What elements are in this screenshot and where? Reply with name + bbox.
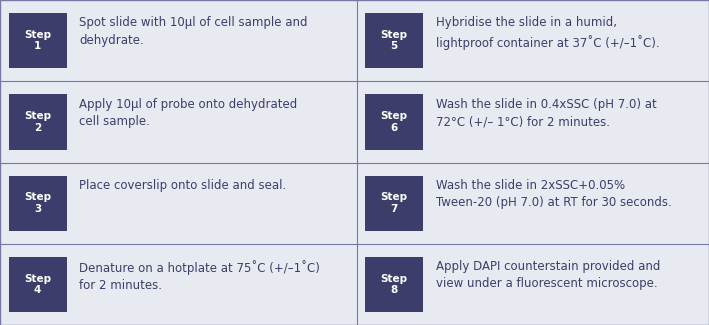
Text: Apply 10µl of probe onto dehydrated
cell sample.: Apply 10µl of probe onto dehydrated cell… [79,98,298,128]
Text: Place coverslip onto slide and seal.: Place coverslip onto slide and seal. [79,179,286,192]
Text: Spot slide with 10µl of cell sample and
dehydrate.: Spot slide with 10µl of cell sample and … [79,16,308,47]
Text: Hybridise the slide in a humid,
lightproof container at 37˚C (+/–1˚C).: Hybridise the slide in a humid, lightpro… [436,16,659,50]
Text: Step
2: Step 2 [24,111,51,133]
FancyBboxPatch shape [9,94,67,150]
Text: Wash the slide in 2xSSC+0.05%
Tween-20 (pH 7.0) at RT for 30 seconds.: Wash the slide in 2xSSC+0.05% Tween-20 (… [436,179,672,209]
FancyBboxPatch shape [365,257,423,312]
Text: Step
5: Step 5 [381,30,408,51]
FancyBboxPatch shape [9,176,67,231]
Text: Step
7: Step 7 [381,192,408,214]
FancyBboxPatch shape [9,13,67,68]
Text: Apply DAPI counterstain provided and
view under a fluorescent microscope.: Apply DAPI counterstain provided and vie… [436,260,660,291]
Text: Wash the slide in 0.4xSSC (pH 7.0) at
72°C (+/– 1°C) for 2 minutes.: Wash the slide in 0.4xSSC (pH 7.0) at 72… [436,98,657,128]
FancyBboxPatch shape [365,94,423,150]
FancyBboxPatch shape [9,257,67,312]
Text: Step
1: Step 1 [24,30,51,51]
Text: Step
8: Step 8 [381,274,408,295]
Text: Denature on a hotplate at 75˚C (+/–1˚C)
for 2 minutes.: Denature on a hotplate at 75˚C (+/–1˚C) … [79,260,320,292]
FancyBboxPatch shape [365,176,423,231]
Text: Step
3: Step 3 [24,192,51,214]
FancyBboxPatch shape [365,13,423,68]
Text: Step
6: Step 6 [381,111,408,133]
Text: Step
4: Step 4 [24,274,51,295]
